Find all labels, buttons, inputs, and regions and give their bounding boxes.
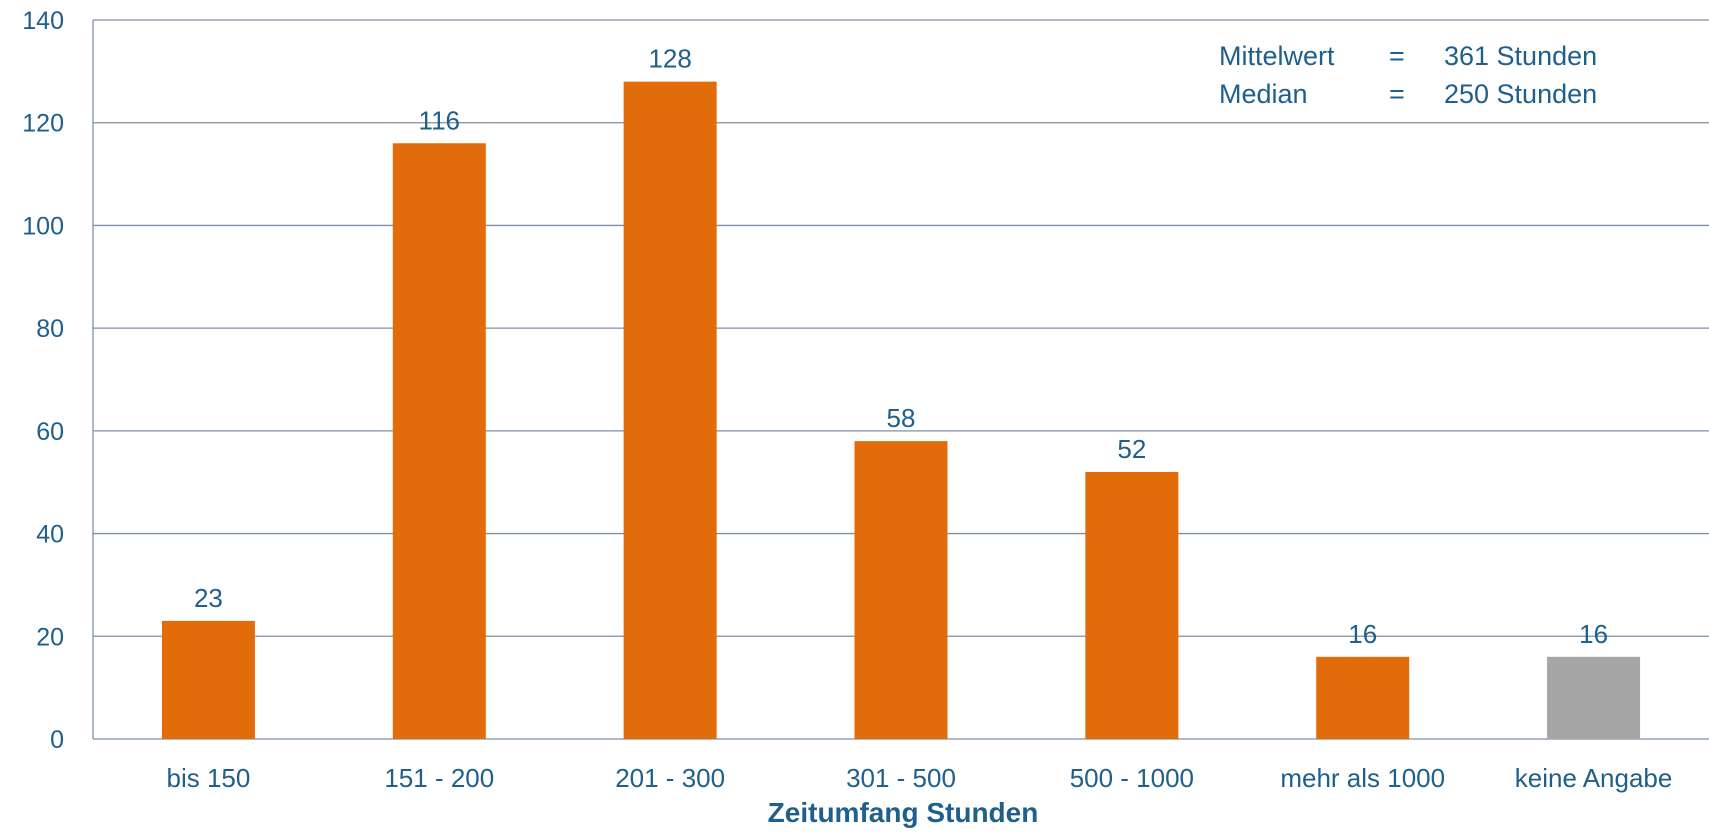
x-axis-categories: bis 150 151 - 200 201 - 300 301 - 500 500 - … bbox=[167, 763, 1673, 793]
x-category-label: bis 150 bbox=[167, 763, 251, 793]
bars bbox=[161, 81, 1641, 740]
bar-value-label: 58 bbox=[887, 403, 916, 433]
bar-value-label: 116 bbox=[419, 105, 460, 135]
y-axis-ticks: 0 20 40 60 80 100 120 140 bbox=[22, 7, 64, 754]
bar-value-label: 52 bbox=[1117, 434, 1146, 464]
bar-value-label: 23 bbox=[194, 583, 223, 613]
bar bbox=[1085, 471, 1179, 739]
x-category-label: keine Angabe bbox=[1515, 763, 1673, 793]
y-tick-label: 40 bbox=[36, 521, 64, 549]
bar-value-label: 128 bbox=[648, 44, 691, 74]
y-tick-label: 60 bbox=[36, 418, 64, 446]
stats-box: Mittelwert = 361 Stunden Median = 250 St… bbox=[1219, 41, 1597, 109]
bar bbox=[392, 143, 486, 739]
mean-label: Mittelwert bbox=[1219, 41, 1335, 71]
bar bbox=[623, 81, 717, 740]
x-category-label: 500 - 1000 bbox=[1070, 763, 1194, 793]
y-tick-label: 20 bbox=[36, 623, 64, 651]
x-category-label: 151 - 200 bbox=[384, 763, 494, 793]
bar bbox=[854, 441, 948, 739]
bar-value-label: 16 bbox=[1348, 619, 1377, 649]
y-tick-label: 120 bbox=[22, 110, 64, 138]
x-axis-title: Zeitumfang Stunden bbox=[768, 797, 1039, 828]
x-category-label: 201 - 300 bbox=[615, 763, 725, 793]
bar bbox=[161, 620, 255, 739]
data-labels: 23 116 128 58 52 16 16 bbox=[194, 44, 1608, 649]
mean-separator: = bbox=[1389, 41, 1405, 71]
y-tick-label: 0 bbox=[50, 726, 64, 754]
bar bbox=[1547, 656, 1641, 739]
bar-value-label: 16 bbox=[1579, 619, 1608, 649]
median-separator: = bbox=[1389, 79, 1405, 109]
median-value: 250 Stunden bbox=[1444, 79, 1597, 109]
mean-value: 361 Stunden bbox=[1444, 41, 1597, 71]
x-category-label: 301 - 500 bbox=[846, 763, 956, 793]
x-category-label: mehr als 1000 bbox=[1280, 763, 1445, 793]
median-label: Median bbox=[1219, 79, 1308, 109]
y-tick-label: 100 bbox=[22, 212, 64, 240]
y-tick-label: 80 bbox=[36, 315, 64, 343]
bar bbox=[1316, 656, 1410, 739]
y-tick-label: 140 bbox=[22, 7, 64, 35]
